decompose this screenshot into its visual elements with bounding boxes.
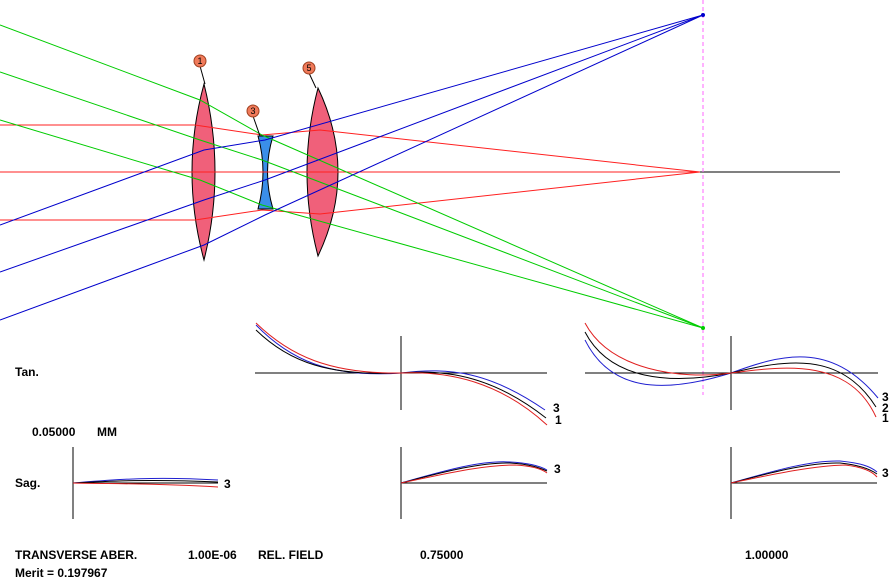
- surface-label-5: 5: [306, 63, 311, 73]
- ray-blue-3: [0, 14, 704, 321]
- ray-bundle-field-full-green: [0, 24, 704, 329]
- surface-marker-1[interactable]: 1: [193, 54, 207, 85]
- sag-100-tag-3: 3: [882, 466, 889, 480]
- image-point-bottom: [701, 326, 705, 330]
- sag-plot-field-100: 3: [730, 447, 889, 519]
- sag-075-tag-3: 3: [554, 462, 561, 476]
- tan-100-tag-3: 3: [882, 390, 889, 404]
- merit-value: Merit = 0.197967: [15, 566, 108, 580]
- tan-label: Tan.: [15, 365, 39, 379]
- field-value-100: 1.00000: [745, 548, 789, 562]
- ray-blue-2: [0, 14, 704, 273]
- tan-plot-field-100: 3 2 1: [584, 322, 889, 425]
- ray-bundle-field-full-blue: [0, 14, 704, 321]
- sag-000-tag-3: 3: [224, 477, 231, 491]
- rel-field-label: REL. FIELD: [258, 548, 324, 562]
- sag-plot-field-000: 3: [72, 447, 231, 519]
- ray-green-3: [0, 119, 704, 329]
- tan-075-tag-1: 1: [555, 413, 562, 427]
- surface-label-1: 1: [197, 56, 202, 66]
- ray-green-2: [0, 71, 704, 329]
- wavelength-value: 1.00E-06: [188, 548, 237, 562]
- surface-label-3: 3: [250, 106, 255, 116]
- tan-100-tag-2: 2: [882, 401, 889, 415]
- sag-plot-field-075: 3: [400, 447, 561, 519]
- sag-label: Sag.: [15, 476, 41, 490]
- tan-plot-field-075: 3 1: [255, 322, 562, 427]
- ray-green-1: [0, 24, 704, 329]
- ray-bundle-axial: [0, 124, 701, 221]
- surface-marker-5[interactable]: 5: [302, 61, 317, 89]
- scale-unit: MM: [97, 425, 117, 439]
- field-value-075: 0.75000: [420, 548, 464, 562]
- scale-value: 0.05000: [32, 425, 76, 439]
- tan-100-tag-1: 1: [882, 411, 889, 425]
- ray-blue-1: [0, 14, 704, 226]
- surface-marker-3[interactable]: 3: [246, 104, 261, 137]
- transverse-aber-label: TRANSVERSE ABER.: [15, 548, 138, 562]
- tan-075-tag-3: 3: [553, 401, 560, 415]
- image-point-top: [701, 13, 705, 17]
- ray-axial-bottom: [0, 171, 701, 221]
